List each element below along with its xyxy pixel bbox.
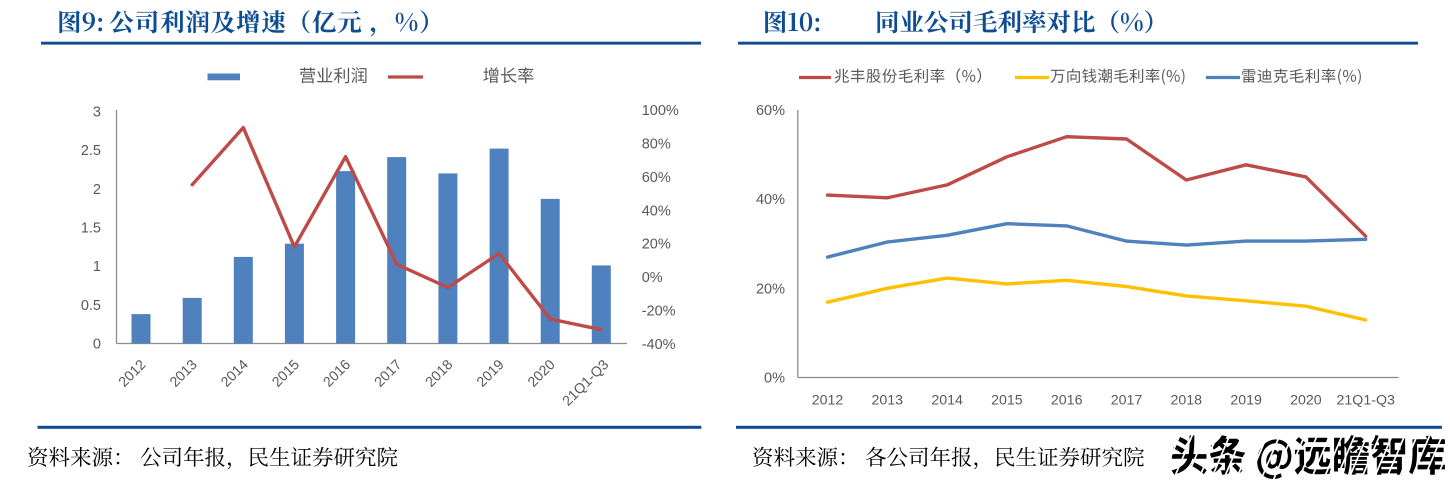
- svg-text:1.5: 1.5: [81, 221, 101, 237]
- svg-text:0%: 0%: [764, 371, 785, 387]
- svg-text:3: 3: [93, 105, 101, 121]
- svg-text:80%: 80%: [642, 136, 671, 152]
- svg-text:2018: 2018: [1171, 393, 1203, 409]
- svg-text:0.5: 0.5: [81, 298, 101, 314]
- svg-text:-20%: -20%: [642, 304, 676, 320]
- svg-text:2013: 2013: [872, 393, 904, 409]
- svg-text:21Q1-Q3: 21Q1-Q3: [1337, 393, 1395, 409]
- svg-text:2019: 2019: [1230, 393, 1262, 409]
- svg-text:1: 1: [93, 259, 101, 275]
- svg-text:2012: 2012: [812, 393, 844, 409]
- svg-text:2014: 2014: [931, 393, 963, 409]
- svg-text:20%: 20%: [642, 237, 671, 253]
- svg-text:40%: 40%: [642, 203, 671, 219]
- svg-text:60%: 60%: [756, 103, 785, 119]
- svg-text:0: 0: [93, 337, 101, 353]
- svg-text:2: 2: [93, 182, 101, 198]
- svg-text:2020: 2020: [1290, 393, 1322, 409]
- svg-text:2.5: 2.5: [81, 143, 101, 159]
- svg-text:40%: 40%: [756, 192, 785, 208]
- svg-text:20%: 20%: [756, 281, 785, 297]
- svg-text:60%: 60%: [642, 170, 671, 186]
- svg-text:-40%: -40%: [642, 337, 676, 353]
- svg-text:2016: 2016: [1051, 393, 1083, 409]
- svg-text:2015: 2015: [991, 393, 1023, 409]
- svg-text:2017: 2017: [1111, 393, 1143, 409]
- svg-text:0%: 0%: [642, 270, 663, 286]
- svg-text:100%: 100%: [642, 103, 679, 119]
